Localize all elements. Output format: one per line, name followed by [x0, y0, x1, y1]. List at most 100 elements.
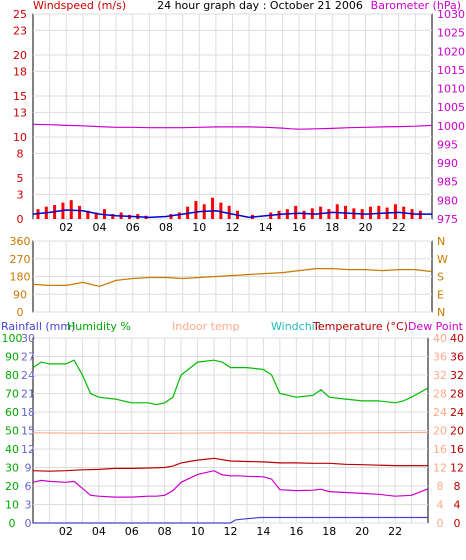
barometer-tick-label: 1010	[437, 83, 465, 96]
rainfall-tick-label: 6	[25, 480, 32, 493]
chart-title: 24 hour graph day : October 21 2006	[157, 0, 363, 12]
temperature-tick-label: 4	[454, 499, 461, 512]
windspeed-tick-label: 10	[13, 131, 27, 144]
rainfall-tick-label: 27	[21, 351, 35, 364]
hour-tick-label: 04	[92, 525, 106, 538]
rainfall-tick-label: 9	[25, 462, 32, 475]
windspeed-tick-label: 25	[13, 8, 27, 21]
hour-tick-label: 04	[93, 221, 107, 234]
indoor-temp-tick-label: 16	[433, 443, 447, 456]
barometer-tick-label: 1000	[437, 120, 465, 133]
wind-barometer-chart: 0358101315182023259759809859909951000100…	[13, 8, 465, 234]
indoor-temp-tick-label: 0	[437, 517, 444, 530]
barometer-tick-label: 975	[437, 213, 458, 226]
indoor-temp-axis-header: Indoor temp	[172, 320, 239, 333]
barometer-tick-label: 1030	[437, 8, 465, 21]
hour-tick-label: 10	[192, 221, 206, 234]
hour-tick-label: 22	[392, 221, 406, 234]
humidity-line	[32, 359, 429, 406]
temperature-tick-label: 20	[450, 425, 464, 438]
hour-tick-label: 22	[388, 525, 402, 538]
direction-tick-label: 270	[10, 253, 31, 266]
humidity-tick-label: 0	[9, 517, 16, 530]
temperature-tick-label: 16	[450, 443, 464, 456]
hour-tick-label: 14	[256, 525, 270, 538]
hour-tick-label: 20	[355, 525, 369, 538]
temperature-tick-label: 24	[450, 406, 464, 419]
hour-tick-label: 16	[292, 221, 306, 234]
rainfall-tick-label: 18	[21, 406, 35, 419]
wind-gust-bar	[335, 204, 339, 219]
barometer-tick-label: 980	[437, 194, 458, 207]
humidity-tick-label: 40	[5, 443, 19, 456]
wind-gust-bar	[368, 206, 372, 219]
hour-tick-label: 08	[159, 221, 173, 234]
hour-tick-label: 12	[224, 525, 238, 538]
humidity-tick-label: 90	[5, 351, 19, 364]
rainfall-tick-label: 3	[25, 499, 32, 512]
indoor-temp-tick-label: 28	[433, 388, 447, 401]
humidity-tick-label: 20	[5, 480, 19, 493]
windspeed-tick-label: 8	[17, 147, 24, 160]
humidity-tick-label: 60	[5, 406, 19, 419]
temperature-tick-label: 40	[450, 332, 464, 345]
barometer-tick-label: 1005	[437, 101, 465, 114]
wind-gust-bar	[94, 212, 98, 219]
barometer-line	[32, 123, 433, 130]
indoor-temp-tick-label: 32	[433, 369, 447, 382]
windspeed-tick-label: 20	[13, 49, 27, 62]
hour-tick-label: 16	[289, 525, 303, 538]
windspeed-axis-header: Windspeed (m/s)	[33, 0, 126, 12]
hour-tick-label: 14	[259, 221, 273, 234]
humidity-tick-label: 70	[5, 388, 19, 401]
hour-tick-label: 02	[59, 525, 73, 538]
indoor-temp-tick-label: 12	[433, 462, 447, 475]
rainfall-tick-label: 30	[21, 332, 35, 345]
dewpoint-axis-header: Dew Point	[408, 320, 464, 333]
barometer-tick-label: 1020	[437, 45, 465, 58]
rainfall-axis-header: Rainfall (mm)	[1, 320, 75, 333]
humidity-tick-label: 100	[2, 332, 23, 345]
indoor-temp-line	[32, 431, 429, 434]
wind-gust-bar	[227, 205, 231, 219]
dewpoint-line	[32, 470, 429, 498]
rainfall-tick-label: 24	[21, 369, 35, 382]
hour-tick-label: 06	[125, 525, 139, 538]
wind-gust-bar	[86, 210, 90, 219]
windspeed-tick-label: 13	[13, 106, 27, 119]
direction-tick-label: 0	[17, 306, 24, 319]
indoor-temp-tick-label: 8	[437, 480, 444, 493]
wind-gust-bar	[294, 205, 298, 219]
humidity-tick-label: 50	[5, 425, 19, 438]
indoor-temp-tick-label: 4	[437, 499, 444, 512]
temperature-tick-label: 28	[450, 388, 464, 401]
hour-tick-label: 20	[359, 221, 373, 234]
windspeed-tick-label: 0	[17, 213, 24, 226]
hour-tick-label: 10	[191, 525, 205, 538]
temperature-tick-label: 8	[454, 480, 461, 493]
rainfall-tick-label: 21	[21, 388, 35, 401]
indoor-temp-tick-label: 36	[433, 351, 447, 364]
barometer-tick-label: 1025	[437, 27, 465, 40]
wind-gust-bar	[78, 205, 82, 219]
indoor-temp-tick-label: 24	[433, 406, 447, 419]
temperature-tick-label: 32	[450, 369, 464, 382]
temperature-axis-header: Temperature (°C)	[312, 320, 408, 333]
windchill-axis-header: Windchill	[271, 320, 321, 333]
barometer-tick-label: 985	[437, 176, 458, 189]
wind-direction-line	[32, 268, 433, 288]
humidity-tick-label: 30	[5, 462, 19, 475]
wind-gust-bar	[418, 210, 422, 219]
hour-tick-label: 08	[158, 525, 172, 538]
wind-gust-bar	[177, 212, 181, 219]
wind-gust-bar	[327, 209, 331, 219]
rainfall-tick-label: 15	[21, 425, 35, 438]
rainfall-tick-label: 12	[21, 443, 35, 456]
barometer-tick-label: 1015	[437, 64, 465, 77]
temperature-tick-label: 0	[454, 517, 461, 530]
wind-gust-bar	[219, 202, 223, 219]
direction-tick-label: 90	[13, 288, 27, 301]
windspeed-tick-label: 18	[13, 65, 27, 78]
temperature-line	[32, 457, 428, 472]
